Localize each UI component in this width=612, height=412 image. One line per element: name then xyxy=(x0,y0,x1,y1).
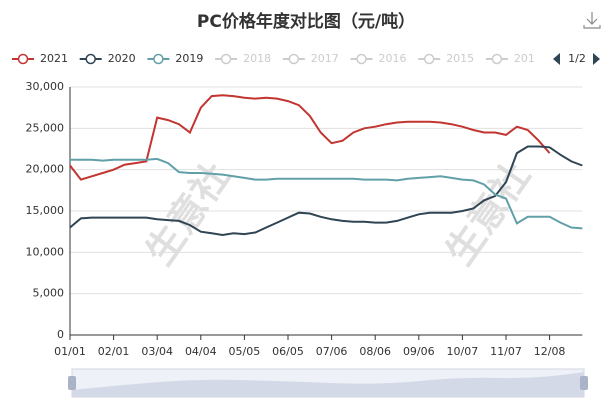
legend-icon xyxy=(288,53,300,65)
y-tick-label: 20,000 xyxy=(26,163,65,176)
legend-icon xyxy=(153,53,164,65)
x-tick-label: 06/05 xyxy=(272,345,304,358)
x-tick-label: 08/06 xyxy=(359,345,391,358)
x-tick-label: 01/01 xyxy=(54,345,86,358)
chart-title: PC价格年度对比图（元/吨） xyxy=(197,11,415,32)
legend-icon xyxy=(220,53,232,65)
x-tick-label: 03/04 xyxy=(141,345,173,358)
legend-label: 2018 xyxy=(243,52,271,65)
legend-prev[interactable] xyxy=(553,53,560,65)
zoom-handle[interactable] xyxy=(580,376,588,390)
series-line xyxy=(69,94,551,181)
zoom-shadow xyxy=(72,372,584,397)
legend-label: 201 xyxy=(514,52,535,65)
y-tick-label: 30,000 xyxy=(26,80,65,93)
legend-label: 2016 xyxy=(379,52,407,65)
y-tick-label: 10,000 xyxy=(26,245,65,258)
y-tick-label: 25,000 xyxy=(26,121,65,134)
legend-label: 2017 xyxy=(311,52,339,65)
legend-label: 2020 xyxy=(108,52,136,65)
x-tick-label: 11/07 xyxy=(490,345,522,358)
data-zoom[interactable] xyxy=(68,368,588,398)
series-line xyxy=(70,157,583,230)
x-tick-label: 07/06 xyxy=(316,345,348,358)
legend-icon xyxy=(491,53,503,65)
x-tick-label: 10/07 xyxy=(447,345,479,358)
legend-icon xyxy=(85,53,96,65)
legend-icon xyxy=(423,53,435,65)
x-tick-label: 05/05 xyxy=(229,345,261,358)
series-line xyxy=(69,145,583,237)
legend-label: 2019 xyxy=(175,52,203,65)
download-glyph xyxy=(583,12,601,29)
y-tick-label: 0 xyxy=(57,328,64,341)
y-tick-label: 5,000 xyxy=(33,287,65,300)
x-tick-label: 09/06 xyxy=(403,345,435,358)
download-icon[interactable] xyxy=(583,12,601,29)
legend-next[interactable] xyxy=(593,53,600,65)
legend-icon xyxy=(356,53,367,65)
x-tick-label: 02/01 xyxy=(98,345,130,358)
watermark: 生意社 xyxy=(437,154,538,273)
legend-label: 2015 xyxy=(446,52,474,65)
x-tick-label: 12/08 xyxy=(534,345,566,358)
y-tick-label: 15,000 xyxy=(26,204,65,217)
x-tick-label: 04/04 xyxy=(185,345,217,358)
legend-page: 1/2 xyxy=(568,52,586,65)
legend-label: 2021 xyxy=(40,52,68,65)
zoom-handle[interactable] xyxy=(68,376,76,390)
legend-icon xyxy=(17,53,29,65)
